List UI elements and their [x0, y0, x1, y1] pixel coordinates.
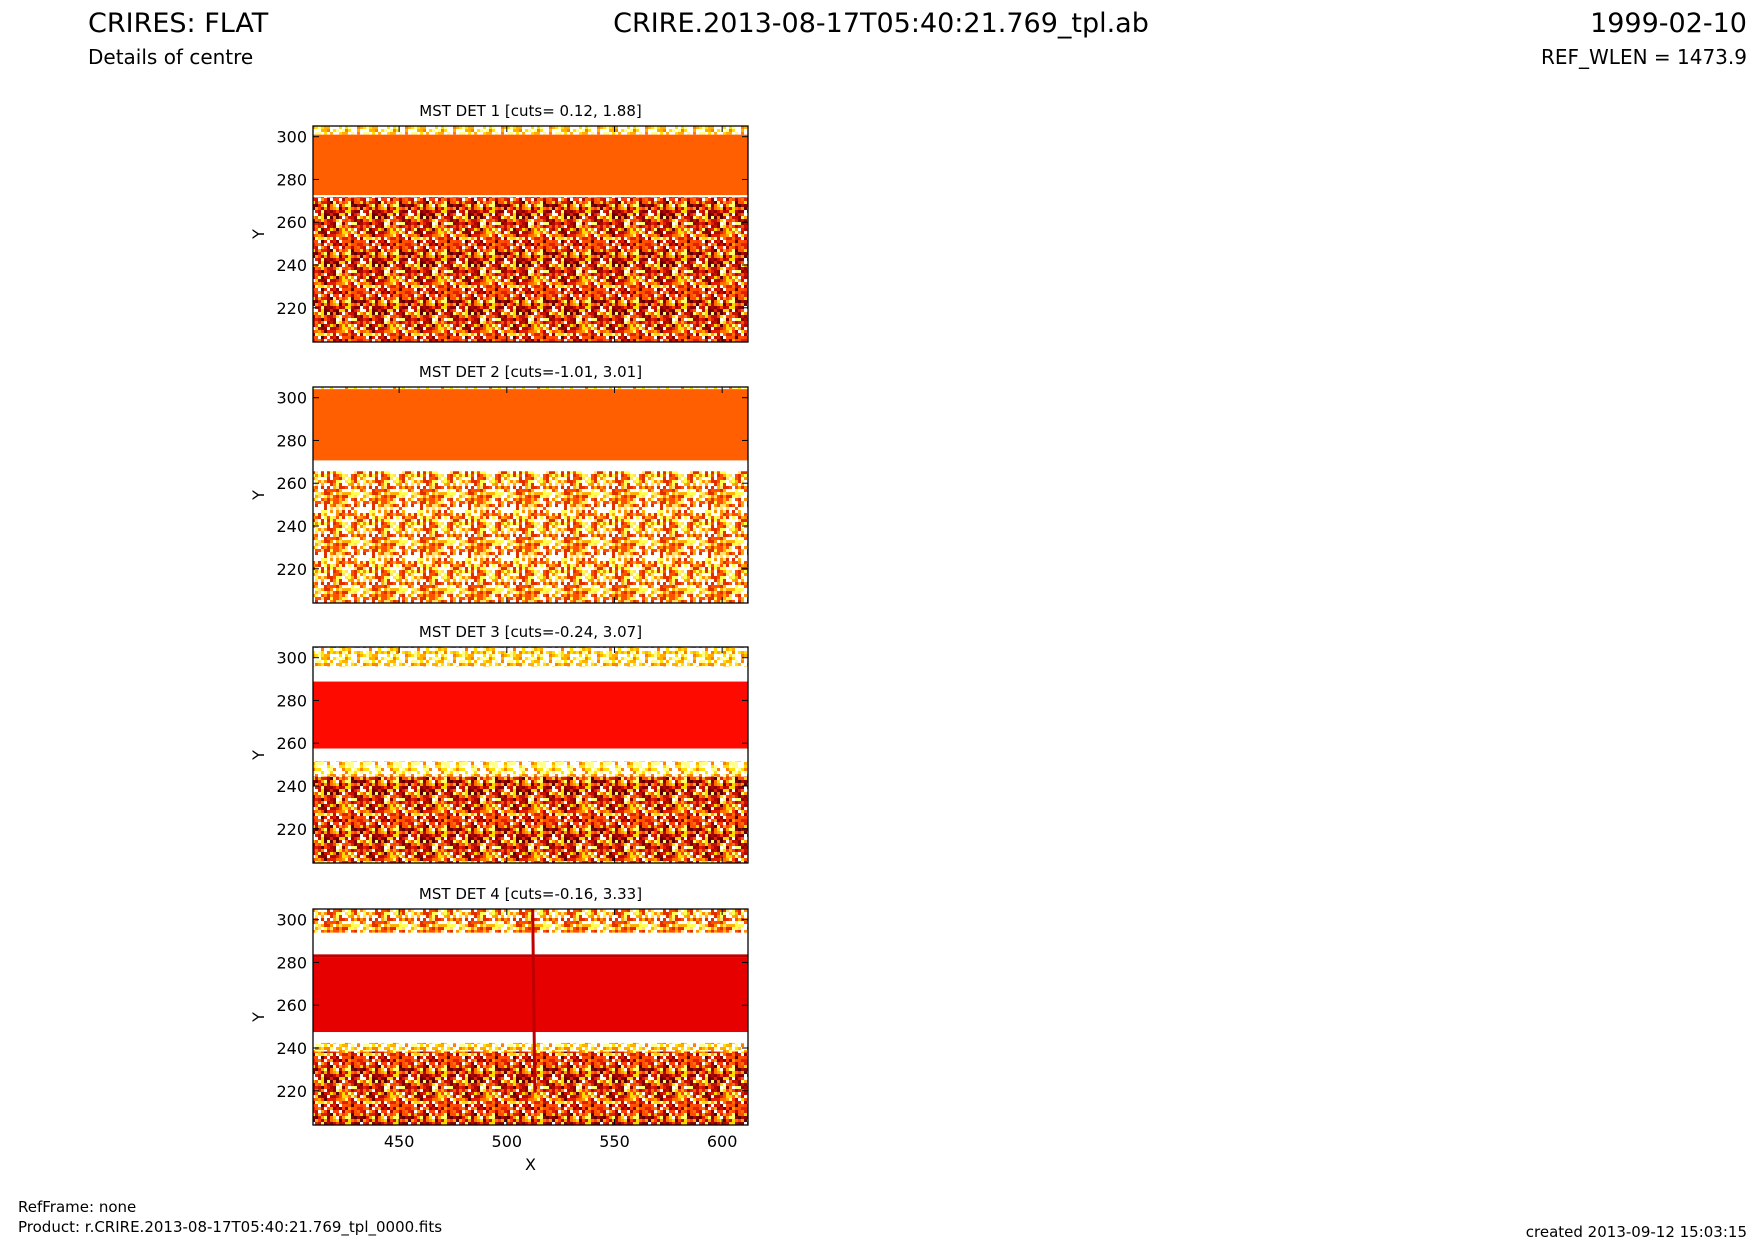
image-band [313, 954, 748, 958]
y-tick-label: 220 [276, 299, 307, 318]
image-band [313, 932, 748, 955]
y-axis-label: Y [249, 490, 268, 501]
y-tick-label: 240 [276, 256, 307, 275]
panel-title: MST DET 1 [cuts= 0.12, 1.88] [419, 102, 642, 120]
created: created 2013-09-12 15:03:15 [1526, 1223, 1747, 1241]
y-tick-label: 220 [276, 560, 307, 579]
image-band [313, 389, 748, 461]
image-band [313, 748, 748, 762]
image-band [313, 776, 748, 863]
y-axis-label: Y [249, 229, 268, 240]
panel: MST DET 1 [cuts= 0.12, 1.88] 220 240 260 280… [249, 102, 749, 343]
y-tick-label: 280 [276, 691, 307, 710]
y-tick-label: 300 [276, 911, 307, 930]
x-tick-label: 500 [492, 1132, 523, 1151]
x-axis-label: X [525, 1155, 536, 1174]
y-tick-label: 220 [276, 1082, 307, 1101]
y-tick-label: 280 [276, 953, 307, 972]
image-band [313, 761, 748, 777]
y-tick-label: 300 [276, 649, 307, 668]
image-band [313, 134, 748, 196]
y-tick-label: 280 [276, 170, 307, 189]
panel-title: MST DET 3 [cuts=-0.24, 3.07] [419, 623, 642, 641]
image-band [313, 957, 748, 1033]
image-band [313, 387, 748, 390]
ref-frame: RefFrame: none [18, 1198, 136, 1216]
x-tick-label: 450 [384, 1132, 415, 1151]
panel: MST DET 2 [cuts=-1.01, 3.01] 220 240 260 280… [249, 363, 749, 604]
panel-title: MST DET 2 [cuts=-1.01, 3.01] [419, 363, 642, 381]
y-axis-label: Y [249, 1012, 268, 1023]
y-axis-label: Y [249, 750, 268, 761]
image-streak [531, 908, 537, 1093]
image-band [313, 1042, 748, 1052]
panel: MST DET 3 [cuts=-0.24, 3.07] 220 240 260 280… [249, 623, 749, 864]
plot-frame [312, 908, 749, 1126]
y-tick-label: 300 [276, 389, 307, 408]
file-name: CRIRE.2013-08-17T05:40:21.769_tpl.ab [613, 8, 1149, 39]
subtitle: Details of centre [88, 45, 253, 69]
y-tick-label: 300 [276, 128, 307, 147]
plot-frame [312, 125, 749, 343]
panel: MST DET 4 [cuts=-0.16, 3.33] 220 240 260 280… [249, 885, 749, 1174]
x-tick-label: 600 [707, 1132, 738, 1151]
date: 1999-02-10 [1590, 8, 1747, 39]
plot-frame [312, 386, 749, 604]
title: CRIRES: FLAT [88, 8, 269, 39]
image-band [313, 1032, 748, 1043]
panel-title: MST DET 4 [cuts=-0.16, 3.33] [419, 885, 642, 903]
image-band [313, 195, 748, 198]
image-band [313, 909, 748, 933]
y-tick-label: 260 [276, 996, 307, 1015]
y-tick-label: 240 [276, 517, 307, 536]
image-band [313, 471, 748, 603]
image-band [313, 126, 748, 135]
image-band [313, 460, 748, 472]
image-band [313, 666, 748, 682]
image-band [313, 681, 748, 749]
ref-wlen: REF_WLEN = 1473.9 [1541, 45, 1747, 69]
x-tick-label: 550 [599, 1132, 630, 1151]
y-tick-label: 240 [276, 1039, 307, 1058]
y-tick-label: 220 [276, 820, 307, 839]
image-band [313, 647, 748, 667]
y-tick-label: 260 [276, 474, 307, 493]
image-band [313, 1051, 748, 1125]
y-tick-label: 260 [276, 213, 307, 232]
y-tick-label: 280 [276, 431, 307, 450]
plot-frame [312, 646, 749, 864]
y-tick-label: 260 [276, 734, 307, 753]
y-tick-label: 240 [276, 777, 307, 796]
product: Product: r.CRIRE.2013-08-17T05:40:21.769… [18, 1218, 442, 1237]
image-band [313, 197, 748, 342]
